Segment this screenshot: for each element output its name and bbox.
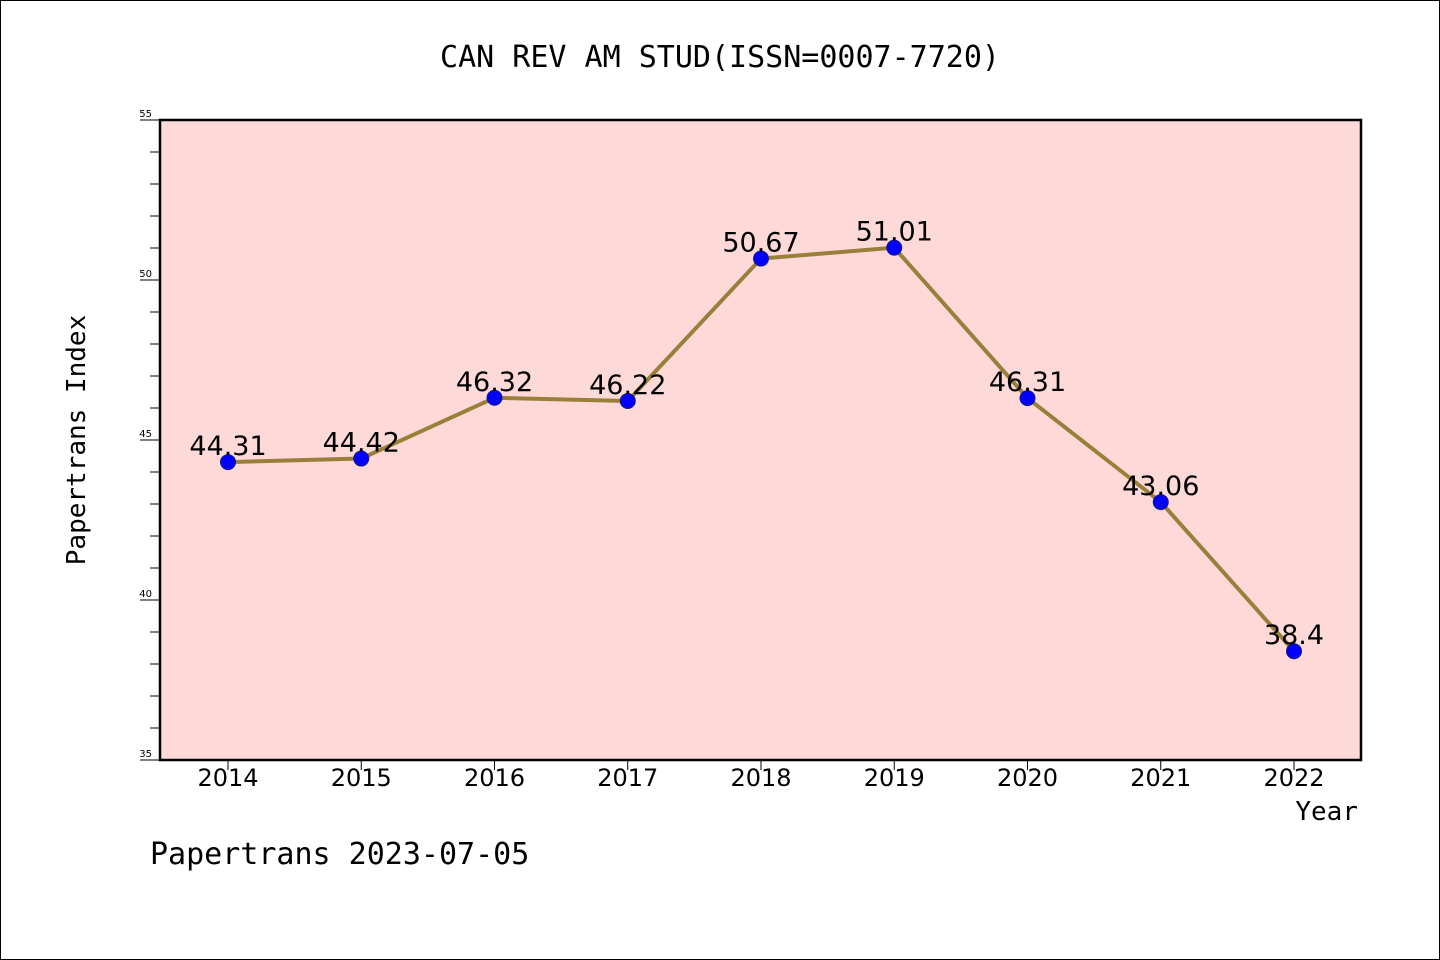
chart-title: CAN REV AM STUD(ISSN=0007-7720) [440, 40, 1000, 75]
plot-border [158, 118, 1363, 762]
data-label: 43.06 [1122, 471, 1199, 502]
x-tick-label: 2021 [1130, 764, 1191, 792]
series-markers [220, 239, 1302, 660]
y-tick-label: 45 [139, 429, 152, 440]
plot-area [160, 120, 1361, 760]
y-minor-ticks [150, 151, 160, 729]
data-point [619, 392, 636, 409]
data-point [1152, 494, 1169, 511]
data-point [886, 239, 903, 256]
data-label: 44.31 [189, 431, 266, 462]
data-labels: 44.31 44.42 46.32 46.22 50.67 51.01 46.31 43.06… [189, 217, 1324, 652]
data-point [486, 389, 503, 406]
data-point [220, 454, 236, 471]
x-tick-label: 2017 [597, 764, 658, 792]
data-label: 46.31 [989, 367, 1066, 398]
x-tick-label: 2022 [1263, 764, 1324, 792]
y-tick-label: 50 [139, 269, 152, 280]
data-label: 46.32 [456, 367, 533, 398]
y-tick-label: 55 [139, 109, 152, 120]
data-point [1286, 643, 1302, 660]
x-tick-label: 2014 [197, 764, 258, 792]
x-tick-label: 2016 [464, 764, 525, 792]
data-label: 44.42 [323, 428, 400, 459]
data-label: 38.4 [1264, 620, 1324, 651]
data-point [753, 250, 769, 267]
x-tick-label: 2020 [997, 764, 1058, 792]
y-axis-label: Papertrans Index [62, 315, 92, 565]
x-tick-label: 2019 [864, 764, 925, 792]
x-axis-label: Year [1295, 797, 1358, 827]
data-point [353, 450, 370, 467]
y-tick-label: 35 [139, 749, 152, 760]
data-label: 50.67 [722, 228, 799, 259]
data-point [1019, 390, 1036, 407]
watermark-text: Papertrans 2023-07-05 [150, 837, 529, 872]
x-tick-label: 2018 [730, 764, 791, 792]
y-tick-label: 40 [139, 589, 152, 600]
data-label: 46.22 [589, 370, 666, 401]
y-axis-ticks: 35 40 45 50 55 [139, 109, 160, 761]
x-tick-label: 2015 [331, 764, 392, 792]
x-axis-ticks: 2014 2015 2016 2017 2018 2019 2020 2021 2022 [197, 760, 1325, 792]
data-label: 51.01 [856, 217, 933, 248]
